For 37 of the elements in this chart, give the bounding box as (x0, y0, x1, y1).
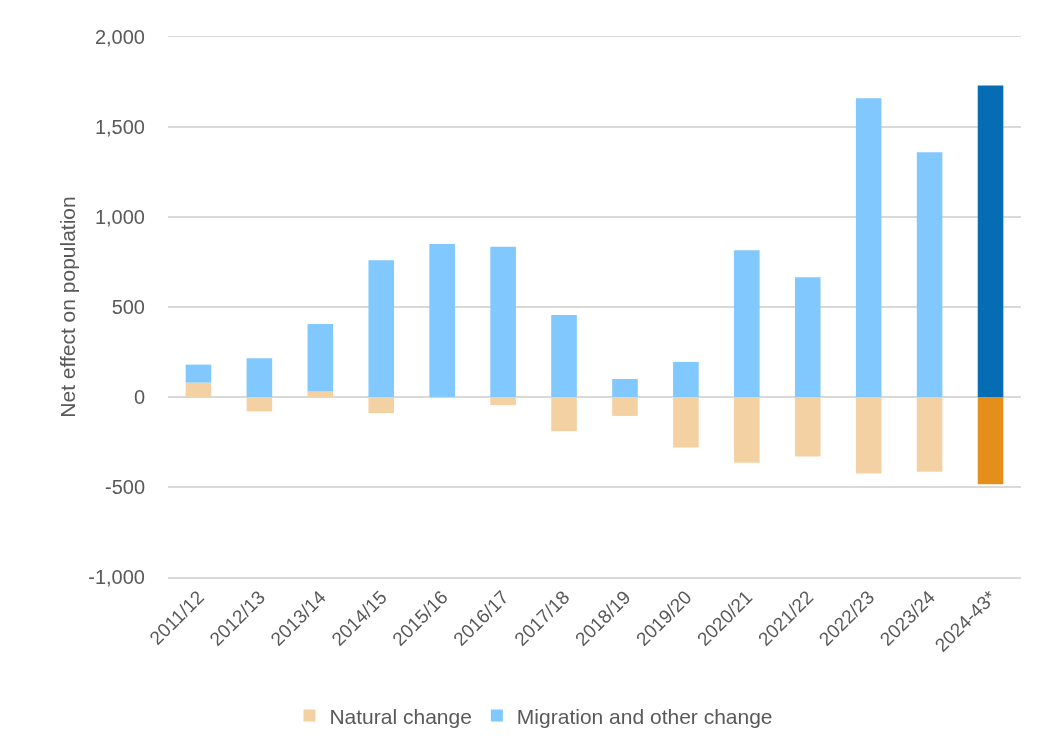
bar (673, 361, 699, 397)
bar (490, 397, 516, 406)
bar (977, 397, 1004, 485)
bar (734, 250, 760, 397)
bar (734, 397, 760, 463)
y-tick-label: 0 (133, 386, 145, 408)
bar (185, 364, 212, 383)
bar (612, 397, 638, 416)
bar (246, 358, 273, 397)
y-tick-label: 500 (111, 296, 145, 318)
y-tick-label: 2,000 (94, 26, 145, 48)
bar (673, 397, 699, 448)
bar (307, 324, 334, 392)
y-tick-label: -1,000 (88, 566, 145, 588)
bar (612, 379, 638, 397)
bar (977, 85, 1004, 397)
bar (794, 277, 821, 397)
bar (246, 397, 273, 412)
bar (368, 397, 395, 414)
bar (490, 246, 516, 397)
bar (855, 98, 882, 397)
bar (551, 315, 577, 397)
bar (794, 397, 821, 457)
y-tick-label: 1,500 (94, 116, 145, 138)
bar (916, 152, 943, 397)
bar (429, 244, 455, 397)
legend-label: Migration and other change (516, 704, 773, 728)
bar (551, 397, 577, 432)
bar (307, 391, 334, 397)
y-tick-label: 1,000 (94, 206, 145, 228)
y-axis-title: Net effect on population (56, 196, 80, 418)
legend-label: Natural change (329, 704, 472, 728)
bar (185, 382, 212, 397)
bar (368, 260, 395, 397)
y-tick-label: -500 (104, 476, 145, 498)
bar (916, 397, 943, 472)
bar (855, 397, 882, 474)
